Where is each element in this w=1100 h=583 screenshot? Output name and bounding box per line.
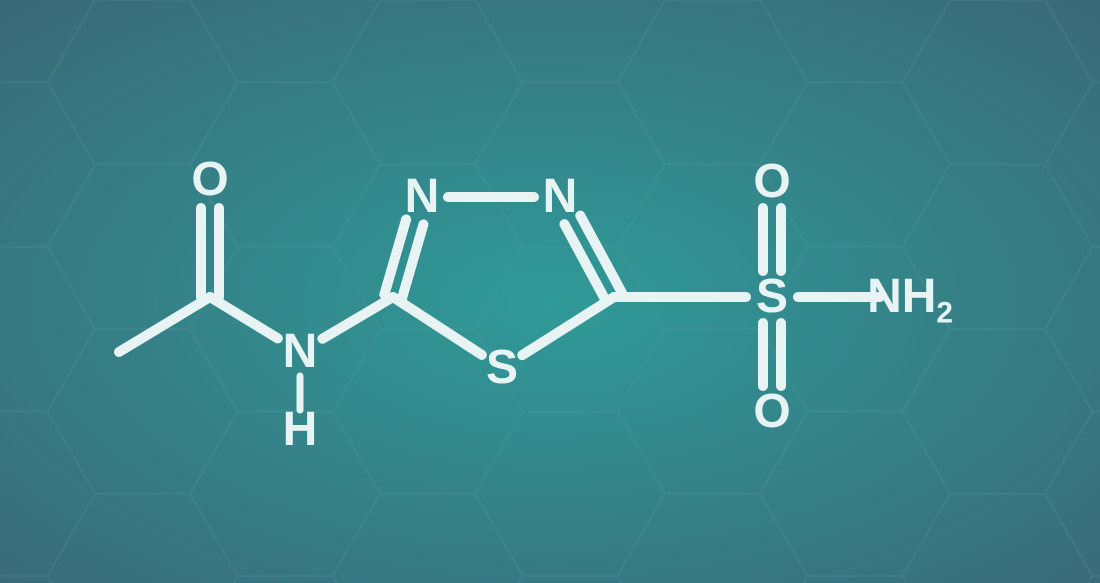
atom-s_so2: S: [756, 273, 788, 321]
molecule-diagram: ONHNNSSOONH2: [0, 0, 1100, 583]
atom-o_dn: O: [753, 388, 790, 436]
atom-h_am: H: [283, 406, 318, 454]
atom-n_am: N: [283, 328, 318, 376]
atom-o_co: O: [191, 156, 228, 204]
atom-n3: N: [405, 173, 440, 221]
atom-o_up: O: [753, 158, 790, 206]
atom-s1: S: [486, 344, 518, 392]
atom-n_nh2: NH2: [867, 273, 953, 321]
atom-n4: N: [543, 173, 578, 221]
